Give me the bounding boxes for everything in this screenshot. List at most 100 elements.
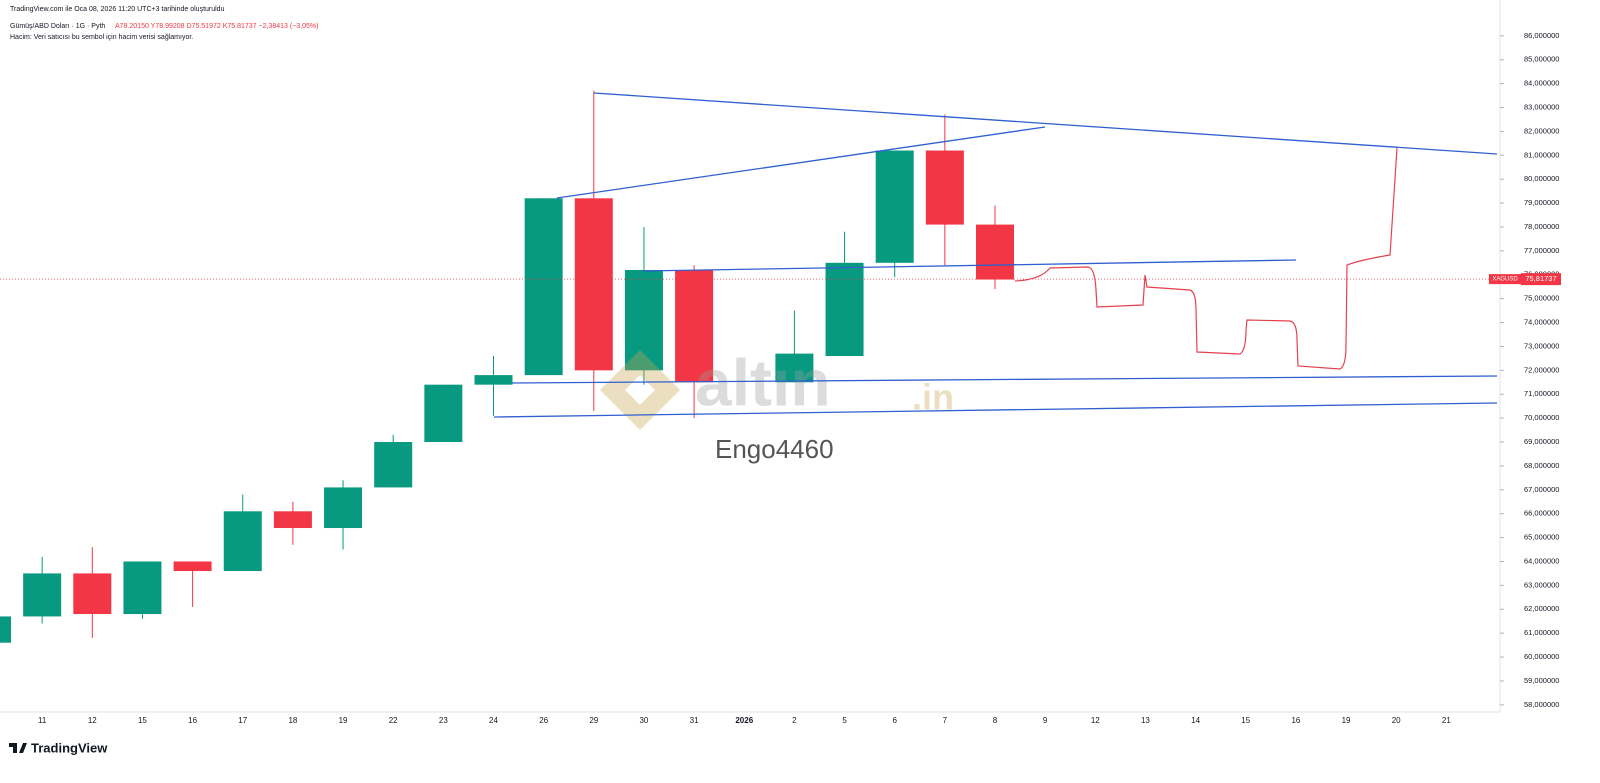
y-tick-label: 84,000000 <box>1524 79 1559 88</box>
logo-text: TradingView <box>31 740 108 755</box>
x-tick-label: 16 <box>1291 716 1300 725</box>
ohlc-values: A78.20150 Y78.99208 D75.51972 K75.81737 … <box>115 23 318 30</box>
tradingview-logo: TradingView <box>9 740 108 755</box>
created-note: TradingView.com ile Oca 08, 2026 11:20 U… <box>10 6 225 13</box>
x-tick-label: 20 <box>1392 716 1401 725</box>
candle-body <box>123 561 162 615</box>
x-tick-label: 6 <box>892 716 897 725</box>
plot-area <box>0 90 1014 643</box>
candle-body <box>524 198 563 376</box>
y-tick-label: 74,000000 <box>1524 318 1559 327</box>
y-tick-label: 62,000000 <box>1524 604 1559 613</box>
candle-body <box>424 384 463 443</box>
x-tick-label: 12 <box>88 716 97 725</box>
x-tick-label: 12 <box>1091 716 1100 725</box>
trend-line <box>511 375 1498 384</box>
candle-body <box>875 150 914 263</box>
y-tick-label: 72,000000 <box>1524 365 1559 374</box>
y-tick-label: 67,000000 <box>1524 485 1559 494</box>
y-tick-label: 73,000000 <box>1524 341 1559 350</box>
candle-body <box>574 198 613 371</box>
y-tick-label: 82,000000 <box>1524 126 1559 135</box>
x-tick-label: 13 <box>1141 716 1150 725</box>
candle-body <box>273 511 312 529</box>
candle-body <box>23 573 62 617</box>
x-tick-label: 15 <box>138 716 147 725</box>
y-tick-label: 77,000000 <box>1524 246 1559 255</box>
y-tick-label: 78,000000 <box>1524 222 1559 231</box>
y-tick-label: 80,000000 <box>1524 174 1559 183</box>
x-tick-label: 23 <box>439 716 448 725</box>
x-tick-label: 11 <box>38 716 47 725</box>
watermark-logo <box>600 350 680 430</box>
price-tag <box>1521 273 1561 286</box>
candle-body <box>324 487 363 529</box>
candle-body <box>173 561 212 572</box>
candle-body <box>374 442 413 488</box>
candle-body <box>474 375 513 385</box>
x-tick-label: 17 <box>238 716 247 725</box>
x-tick-label: 19 <box>1342 716 1351 725</box>
symbol-title: Gümüş/ABD Doları · 1G · Pyth <box>10 23 105 30</box>
y-tick-label: 81,000000 <box>1524 150 1559 159</box>
y-tick-label: 66,000000 <box>1524 509 1559 518</box>
y-tick-label: 61,000000 <box>1524 628 1559 637</box>
y-tick-label: 71,000000 <box>1524 389 1559 398</box>
x-tick-label: 15 <box>1241 716 1250 725</box>
trend-lines <box>493 92 1498 418</box>
candle-body <box>0 616 11 643</box>
y-tick-label: 83,000000 <box>1524 103 1559 112</box>
candle-body <box>73 573 112 615</box>
candle-body <box>624 269 663 371</box>
y-tick-label: 86,000000 <box>1524 31 1559 40</box>
x-tick-label: 2 <box>792 716 797 725</box>
trend-line <box>593 92 1498 155</box>
y-tick-label: 60,000000 <box>1524 652 1559 661</box>
y-tick-label: 65,000000 <box>1524 533 1559 542</box>
x-tick-label: 7 <box>943 716 948 725</box>
x-tick-label: 24 <box>489 716 498 725</box>
symbol-tag <box>1489 274 1521 285</box>
projection-path <box>1014 147 1398 370</box>
symbol-label: XAGUSD <box>1492 277 1518 283</box>
candle-body <box>976 224 1014 280</box>
candle-body <box>775 353 814 383</box>
trend-line <box>556 126 1046 199</box>
candle-body <box>675 269 714 383</box>
y-tick-label: 68,000000 <box>1524 461 1559 470</box>
x-tick-label: 26 <box>539 716 548 725</box>
trend-line <box>642 259 1297 272</box>
price-label: 75,81737 <box>1525 274 1556 283</box>
y-tick-label: 64,000000 <box>1524 556 1559 565</box>
trend-line <box>493 402 1498 418</box>
watermark-user: Engo4460 <box>715 434 834 464</box>
y-tick-label: 70,000000 <box>1524 413 1559 422</box>
x-tick-label: 21 <box>1442 716 1451 725</box>
x-tick-label: 14 <box>1191 716 1200 725</box>
y-tick-label: 75,000000 <box>1524 294 1559 303</box>
y-tick-label: 79,000000 <box>1524 198 1559 207</box>
candle-body <box>825 262 864 356</box>
x-tick-label: 18 <box>288 716 297 725</box>
y-tick-label: 63,000000 <box>1524 580 1559 589</box>
y-tick-label: 59,000000 <box>1524 676 1559 685</box>
candle-body <box>925 150 964 225</box>
x-tick-label: 29 <box>589 716 598 725</box>
watermark: altın .in <box>600 345 954 430</box>
y-tick-label: 58,000000 <box>1524 700 1559 709</box>
x-tick-label: 9 <box>1043 716 1048 725</box>
x-tick-label: 19 <box>339 716 348 725</box>
candle-body <box>223 511 262 572</box>
y-tick-label: 69,000000 <box>1524 437 1559 446</box>
volume-note: Hacim: Veri satıcısı bu sembol için haci… <box>10 34 193 41</box>
y-tick-label: 85,000000 <box>1524 55 1559 64</box>
logo-icon <box>9 743 27 753</box>
x-tick-label: 22 <box>389 716 398 725</box>
x-tick-label: 30 <box>639 716 648 725</box>
x-tick-label: 5 <box>842 716 847 725</box>
x-tick-label: 2026 <box>735 716 753 725</box>
x-tick-label: 31 <box>690 716 699 725</box>
x-tick-label: 16 <box>188 716 197 725</box>
